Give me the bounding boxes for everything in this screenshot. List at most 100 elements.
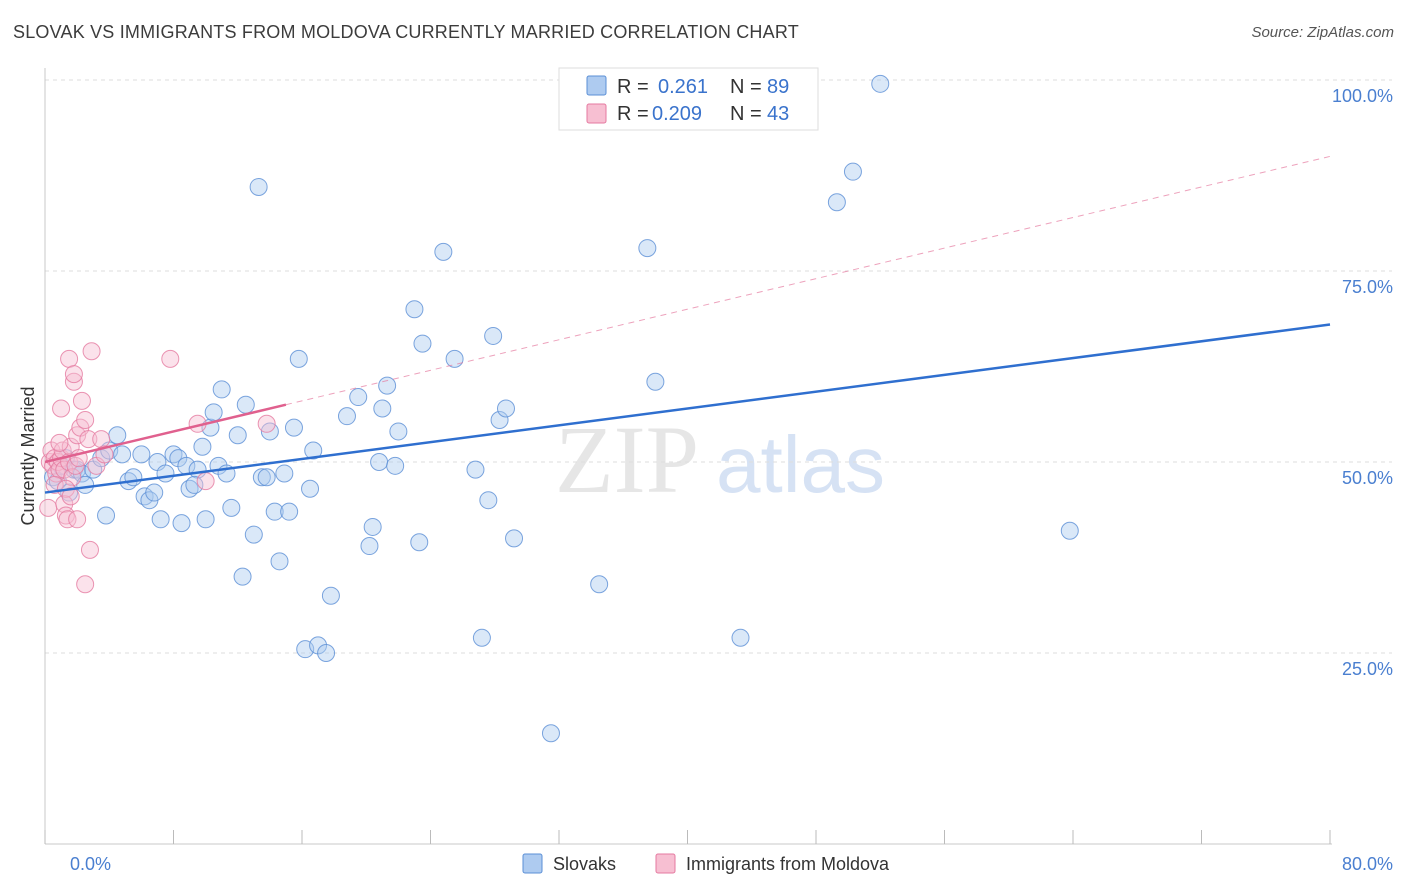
slovak-point [196, 510, 215, 529]
x-axis-ticks [44, 830, 1331, 844]
moldova-point [64, 372, 83, 391]
y-tick-label: 50.0% [1342, 468, 1393, 488]
moldova-point [55, 495, 74, 514]
slovak-point [472, 628, 491, 647]
slovak-point [541, 724, 560, 743]
slovak-point [1060, 521, 1079, 540]
slovak-point [731, 628, 750, 647]
moldova-point [63, 468, 82, 487]
slovak-point [386, 456, 405, 475]
legend-r-label-1: R = [617, 76, 649, 98]
slovak-point [280, 502, 299, 521]
moldova-point [79, 430, 98, 449]
source-credit: Source: ZipAtlas.com [1251, 24, 1394, 41]
slovak-point [185, 475, 204, 494]
moldova-point [76, 575, 95, 594]
moldova-point [64, 365, 83, 384]
slovak-point [479, 491, 498, 510]
slovak-point [638, 239, 657, 258]
slovak-points [44, 74, 1079, 743]
slovak-point [204, 403, 223, 422]
moldova-point [72, 391, 91, 410]
moldova-point [257, 414, 276, 433]
slovak-point [156, 464, 175, 483]
slovak-point [193, 437, 212, 456]
slovak-point [646, 372, 665, 391]
slovak-point [236, 395, 255, 414]
slovak-trend-line [44, 323, 1331, 494]
moldova-point [39, 498, 58, 517]
slovak-point [389, 422, 408, 441]
slovak-point [270, 552, 289, 571]
legend-label-slovaks: Slovaks [553, 854, 616, 874]
slovak-point [108, 426, 127, 445]
moldova-point [196, 472, 215, 491]
slovak-point [249, 177, 268, 196]
legend-swatch-slovak [586, 75, 607, 96]
gridlines [45, 79, 1392, 654]
slovak-point [466, 460, 485, 479]
slovak-point [233, 567, 252, 586]
y-tick-label: 75.0% [1342, 277, 1393, 297]
slovak-point [505, 529, 524, 548]
y-axis-tick-labels: 25.0% 50.0% 75.0% 100.0% [1332, 86, 1393, 679]
legend-swatch-moldova [586, 103, 607, 124]
slovak-point [72, 464, 91, 483]
moldova-point [52, 399, 71, 418]
legend-swatch-immigrants-from-moldova [655, 853, 676, 874]
moldova-point [60, 349, 79, 368]
slovak-point [222, 498, 241, 517]
legend-n-value-1: 89 [767, 76, 789, 98]
slovak-point [132, 445, 151, 464]
slovak-point [212, 380, 231, 399]
legend-swatch-slovaks [522, 853, 543, 874]
x-tick-label-min: 0.0% [70, 854, 111, 874]
slovak-point [97, 506, 116, 525]
slovak-point [172, 514, 191, 533]
moldova-point [58, 510, 77, 529]
moldova-point [80, 540, 99, 559]
moldova-point [92, 430, 111, 449]
slovak-point [843, 162, 862, 181]
slovak-point [413, 334, 432, 353]
slovak-point [590, 575, 609, 594]
slovak-point [113, 445, 132, 464]
slovak-point [337, 407, 356, 426]
slovak-point [228, 426, 247, 445]
moldova-point [76, 410, 95, 429]
slovak-point [257, 468, 276, 487]
series-legend: Slovaks Immigrants from Moldova [522, 853, 890, 874]
slovak-point [349, 388, 368, 407]
slovak-point [405, 300, 424, 319]
slovak-point [363, 517, 382, 536]
slovak-point [360, 537, 379, 556]
slovak-point [484, 326, 503, 345]
slovak-point [317, 644, 336, 662]
slovak-point [490, 410, 509, 429]
slovak-point [124, 468, 143, 487]
legend-label-immigrants-from-moldova: Immigrants from Moldova [686, 854, 890, 874]
watermark-atlas: atlas [716, 420, 885, 509]
slovak-point [496, 399, 515, 418]
legend-n-label-2: N = [730, 103, 762, 125]
moldova-point [82, 342, 101, 361]
legend-n-label-1: N = [730, 76, 762, 98]
slovak-point [871, 74, 890, 93]
slovak-point [284, 418, 303, 437]
slovak-point [275, 464, 294, 483]
y-tick-label: 25.0% [1342, 659, 1393, 679]
y-axis-label: Currently Married [18, 386, 38, 525]
slovak-point [301, 479, 320, 498]
legend-r-value-1: 0.261 [658, 76, 708, 98]
chart-title: SLOVAK VS IMMIGRANTS FROM MOLDOVA CURREN… [13, 22, 799, 42]
moldova-point [61, 487, 80, 506]
moldova-point [161, 349, 180, 368]
moldova-trend-line [44, 403, 287, 464]
moldova-trend-extension [285, 155, 1331, 406]
slovak-point [370, 453, 389, 471]
slovak-point [373, 399, 392, 418]
slovak-point [252, 468, 271, 487]
slovak-point [265, 502, 284, 521]
x-tick-label-max: 80.0% [1342, 854, 1393, 874]
